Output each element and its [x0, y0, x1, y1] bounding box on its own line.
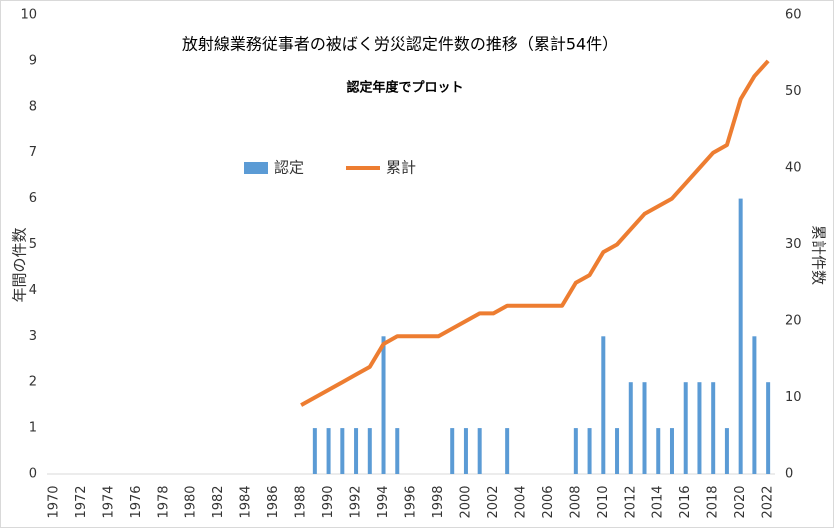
y-tick-label: 8	[29, 99, 37, 114]
x-tick-label: 2000	[458, 485, 473, 518]
x-tick-label: 2022	[761, 485, 776, 518]
bar	[354, 428, 359, 474]
x-tick-label: 2002	[486, 485, 501, 518]
x-tick-label: 1972	[74, 485, 89, 518]
x-tick-label: 2018	[706, 485, 721, 518]
bar	[642, 382, 647, 474]
legend-swatch	[244, 162, 268, 174]
x-tick-label: 2016	[678, 485, 693, 518]
x-tick-label: 1986	[266, 485, 281, 518]
bar	[628, 382, 633, 474]
x-tick-label: 1990	[321, 485, 336, 518]
y2-tick-label: 10	[785, 390, 802, 405]
bar	[738, 198, 743, 474]
bar	[669, 428, 674, 474]
bar	[395, 428, 400, 474]
y2-tick-label: 50	[785, 84, 802, 99]
x-tick-label: 2014	[651, 485, 666, 518]
x-tick-label: 2012	[623, 485, 638, 518]
x-tick-label: 2010	[596, 485, 611, 518]
y-tick-label: 6	[29, 191, 37, 206]
x-tick-label: 1980	[184, 485, 199, 518]
y-tick-label: 0	[29, 467, 37, 482]
legend-label: 認定	[274, 159, 304, 177]
line	[300, 59, 770, 407]
legend-label: 累計	[386, 159, 416, 177]
x-tick-label: 1994	[376, 485, 391, 518]
x-tick-label: 2020	[733, 485, 748, 518]
y-tick-label: 4	[29, 283, 37, 298]
bar	[381, 336, 386, 474]
bar	[711, 382, 716, 474]
y2-axis-label: 累計件数	[810, 225, 828, 285]
y-tick-label: 5	[29, 237, 37, 252]
chart-title: 放射線業務従事者の被ばく労災認定件数の推移（累計54件）	[182, 35, 618, 54]
x-tick-label: 2008	[568, 485, 583, 518]
bar	[724, 428, 729, 474]
bar	[587, 428, 592, 474]
bar	[505, 428, 510, 474]
bar	[615, 428, 620, 474]
x-tick-label: 1988	[294, 485, 309, 518]
bar	[573, 428, 578, 474]
x-tick-label: 1978	[156, 485, 171, 518]
bar	[463, 428, 468, 474]
bar	[477, 428, 482, 474]
x-tick-label: 2004	[513, 485, 528, 518]
y2-tick-label: 30	[785, 237, 802, 252]
x-tick-label: 1976	[129, 485, 144, 518]
bar	[697, 382, 702, 474]
y-tick-label: 9	[29, 53, 37, 68]
bar	[752, 336, 757, 474]
y-tick-label: 1	[29, 421, 37, 436]
x-tick-label: 1982	[211, 485, 226, 518]
bar	[340, 428, 345, 474]
y2-tick-label: 60	[785, 8, 802, 23]
bar	[450, 428, 455, 474]
y-tick-label: 3	[29, 329, 37, 344]
x-tick-label: 1970	[46, 485, 61, 518]
x-tick-label: 2006	[541, 485, 556, 518]
y2-tick-label: 20	[785, 314, 802, 329]
bar	[683, 382, 688, 474]
bar	[766, 382, 771, 474]
y-tick-label: 2	[29, 375, 37, 390]
bar	[326, 428, 331, 474]
bar	[367, 428, 372, 474]
y-axis-label: 年間の件数	[11, 227, 29, 302]
x-tick-label: 1984	[239, 485, 254, 518]
y-tick-label: 7	[29, 145, 37, 160]
x-tick-label: 1998	[431, 485, 446, 518]
bar	[601, 336, 606, 474]
bar	[656, 428, 661, 474]
y2-tick-label: 40	[785, 161, 802, 176]
x-tick-label: 1992	[349, 485, 364, 518]
y2-tick-label: 0	[785, 467, 793, 482]
x-tick-label: 1996	[404, 485, 419, 518]
chart-subtitle: 認定年度でプロット	[346, 80, 463, 96]
y-tick-label: 10	[20, 8, 37, 23]
x-tick-label: 1974	[101, 485, 116, 518]
bar	[312, 428, 317, 474]
